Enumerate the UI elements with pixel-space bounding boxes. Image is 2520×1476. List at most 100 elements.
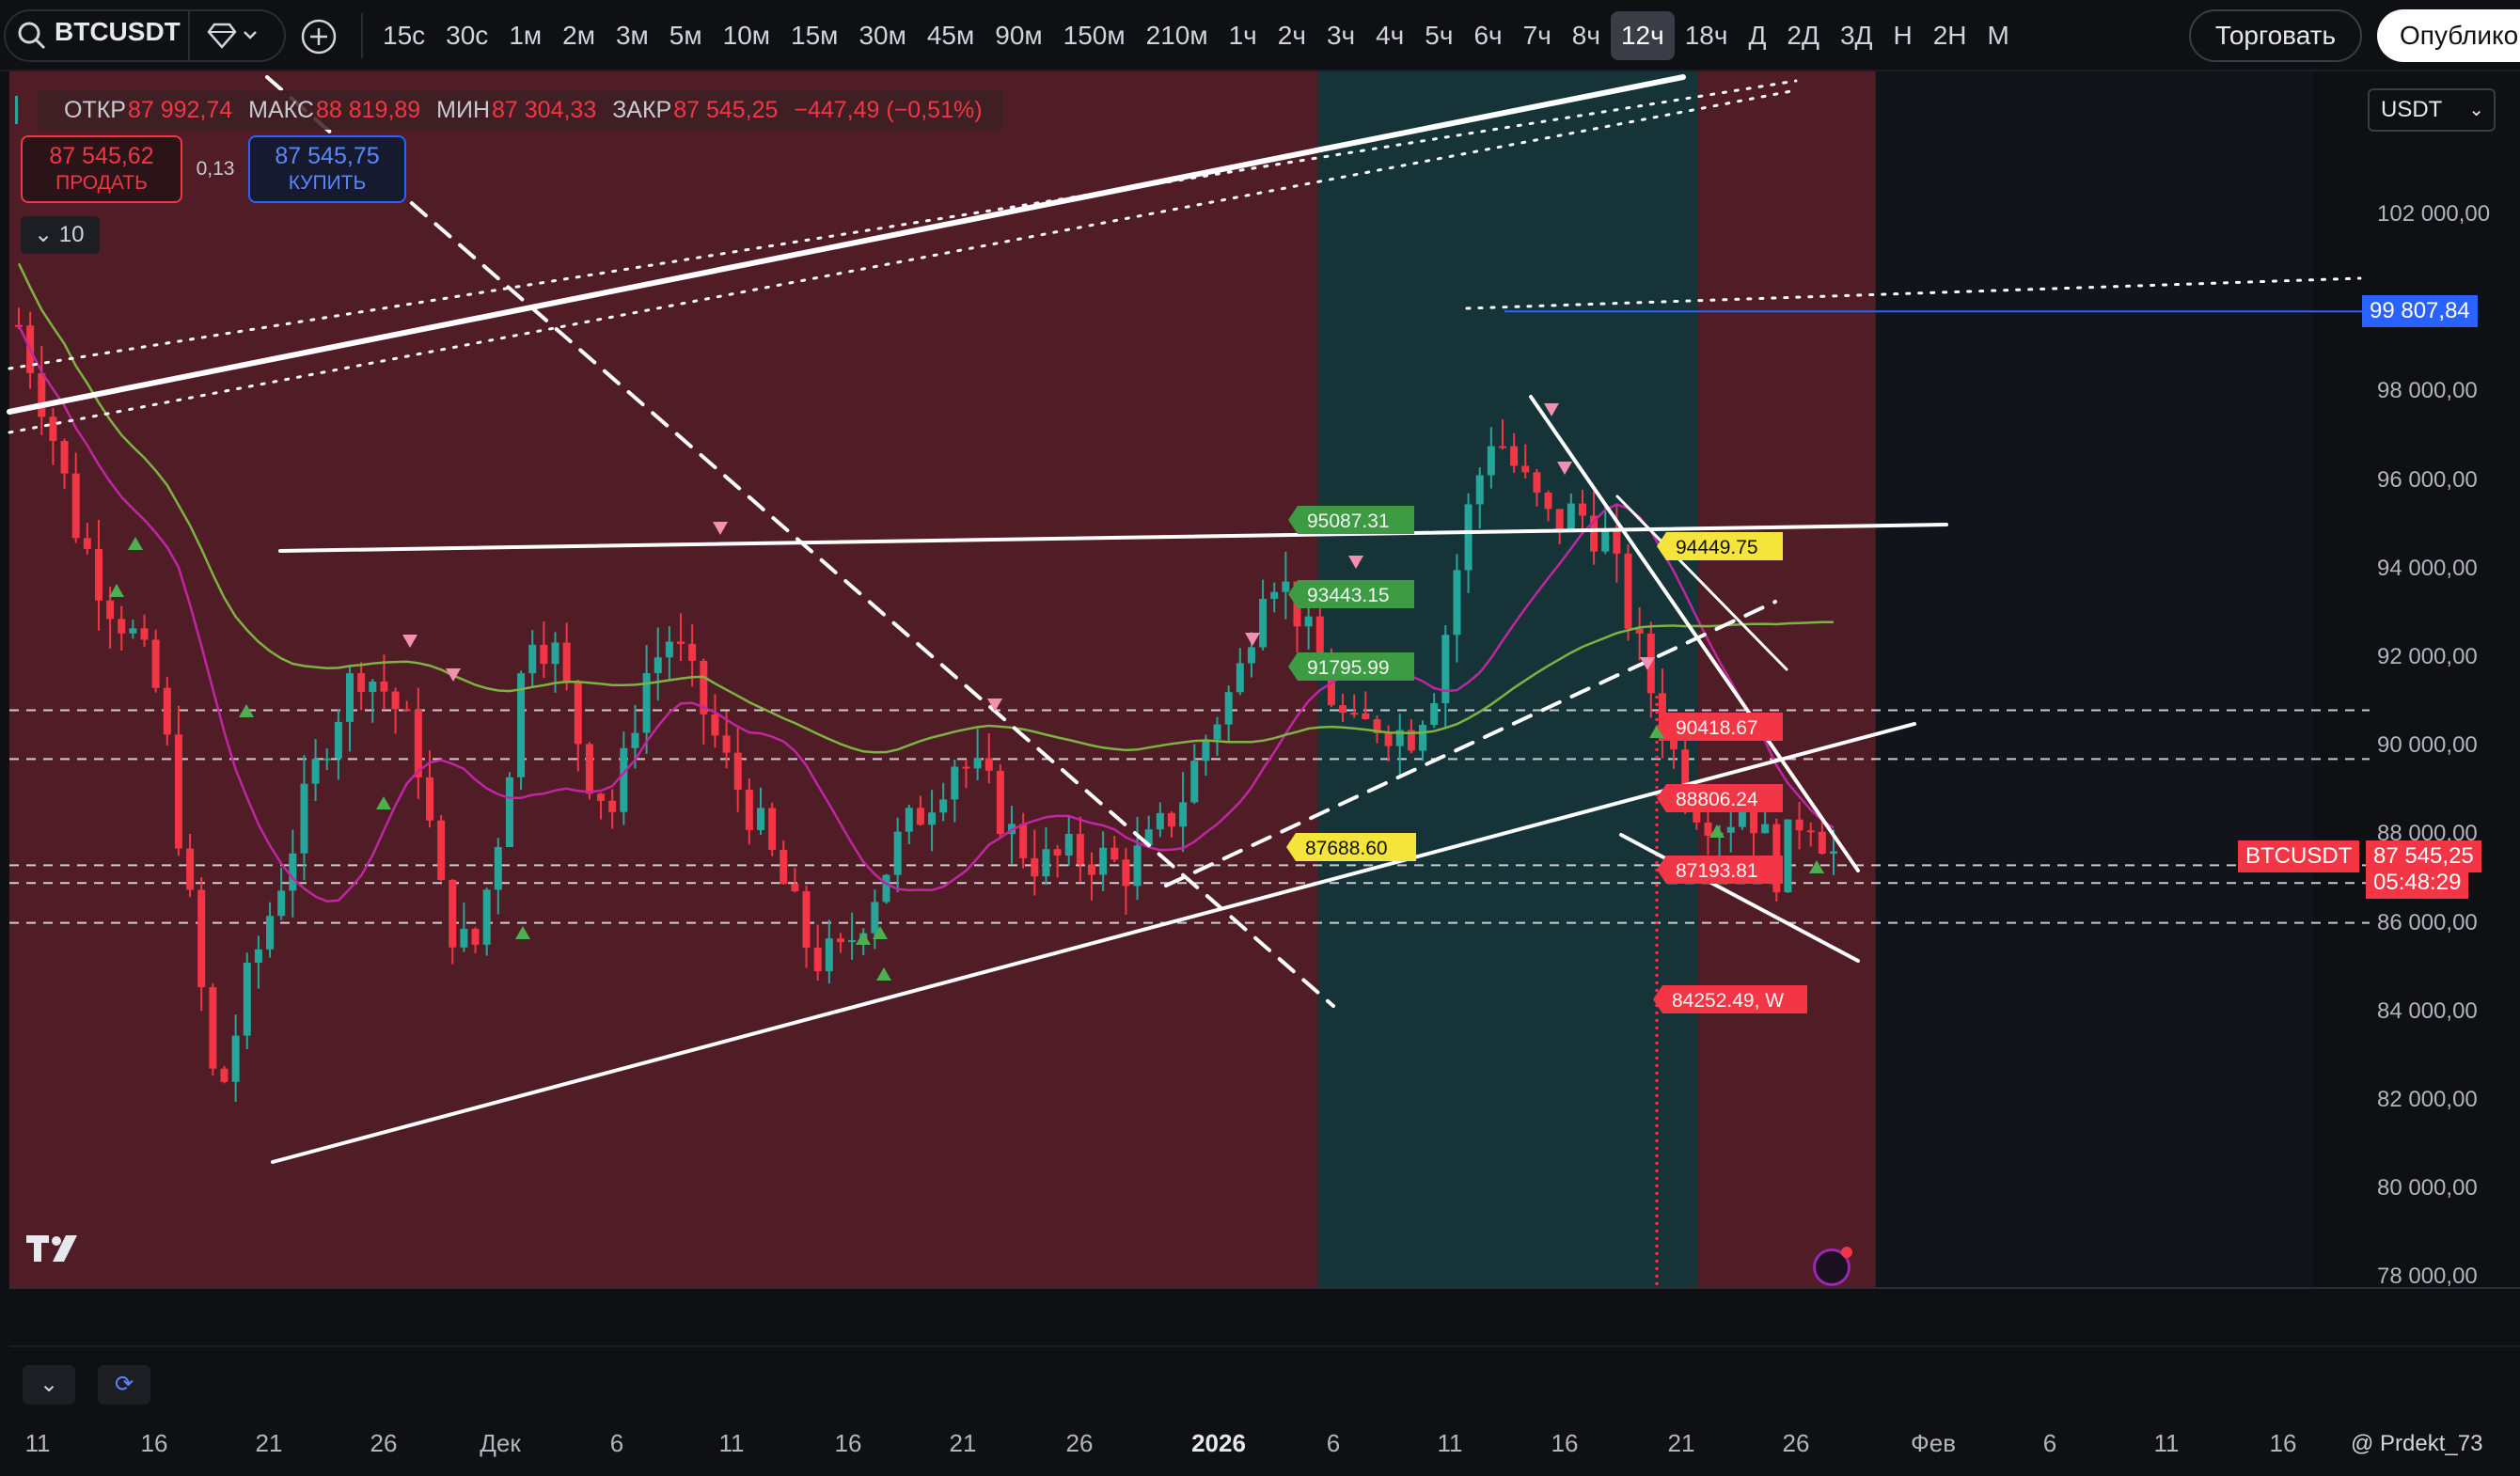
candle-body: [1704, 822, 1712, 836]
interval-0[interactable]: 15с: [383, 21, 426, 50]
interval-26[interactable]: Н: [1893, 21, 1913, 50]
candle-body: [129, 628, 137, 634]
candle-body: [163, 687, 171, 735]
sell-button[interactable]: 87 545,62 ПРОДАТЬ: [21, 135, 182, 203]
toolbar-divider: [361, 13, 363, 58]
currency-select[interactable]: USDT ⌄: [2368, 88, 2496, 132]
candle-body: [151, 639, 160, 688]
chart-price-label: 90418.67: [1657, 713, 1783, 741]
interval-8[interactable]: 30м: [858, 21, 906, 50]
interval-17[interactable]: 5ч: [1425, 21, 1454, 50]
trade-button[interactable]: Торговать: [2189, 9, 2362, 62]
signal-up-icon: [876, 967, 891, 981]
interval-7[interactable]: 15м: [791, 21, 839, 50]
candle-body: [1053, 849, 1062, 856]
indicator-collapse-button[interactable]: ⌄ 10: [21, 216, 100, 254]
candle-body: [266, 916, 275, 950]
interval-list: 15с 30с 1м 2м 3м 5м 10м 15м 30м 45м 90м 150м 210м 1ч 2…: [372, 11, 2020, 60]
interval-23[interactable]: Д: [1748, 21, 1767, 50]
chart-price-label: 87193.81: [1657, 856, 1783, 884]
candle-body: [962, 766, 970, 769]
label-background: [1657, 784, 1783, 812]
interval-5[interactable]: 5м: [669, 21, 702, 50]
interval-10[interactable]: 90м: [995, 21, 1043, 50]
alert-level-tag[interactable]: 99 807,84: [2362, 295, 2478, 327]
interval-18[interactable]: 6ч: [1473, 21, 1503, 50]
candle-body: [1282, 581, 1290, 592]
candle-body: [1464, 504, 1473, 571]
candle-body: [1202, 739, 1210, 762]
candle-body: [1167, 812, 1175, 827]
label-background: [1657, 856, 1783, 884]
interval-25[interactable]: 3Д: [1839, 21, 1873, 50]
add-symbol-icon[interactable]: [299, 17, 339, 56]
candle-body: [49, 416, 57, 442]
publish-button[interactable]: Опублико: [2377, 9, 2520, 62]
candle-body: [585, 744, 593, 794]
interval-27[interactable]: 2Н: [1932, 21, 1967, 50]
candle-body: [391, 691, 400, 710]
candle-body: [939, 799, 948, 813]
candle-body: [334, 721, 342, 759]
interval-19[interactable]: 7ч: [1522, 21, 1551, 50]
candle-body: [756, 808, 764, 830]
candle-body: [722, 735, 731, 753]
signal-down-icon: [1557, 462, 1572, 475]
signal-down-icon: [1348, 556, 1363, 569]
candle-body: [220, 1068, 228, 1082]
zone-0: [9, 71, 1318, 1288]
interval-28[interactable]: М: [1987, 21, 2009, 50]
symbol-divider: [188, 11, 190, 60]
search-icon[interactable]: [15, 19, 49, 53]
candle-body: [916, 808, 924, 825]
signal-down-icon: [713, 522, 728, 535]
symbol-name[interactable]: BTCUSDT: [55, 17, 181, 46]
time-axis-label: 16: [140, 1429, 168, 1457]
candle-body: [1190, 761, 1199, 803]
interval-9[interactable]: 45м: [926, 21, 975, 50]
interval-11[interactable]: 150м: [1063, 21, 1126, 50]
plot-background: [9, 71, 2313, 1288]
signal-up-icon: [1709, 824, 1725, 838]
candle-body: [1635, 628, 1644, 634]
interval-13[interactable]: 1ч: [1228, 21, 1257, 50]
interval-2[interactable]: 1м: [509, 21, 543, 50]
candle-body: [1122, 859, 1130, 887]
label-text: 95087.31: [1307, 510, 1390, 532]
candle-body: [323, 758, 331, 761]
author-credit: @ Prdekt_73: [2351, 1431, 2483, 1456]
interval-6[interactable]: 10м: [722, 21, 771, 50]
buy-button[interactable]: 87 545,75 КУПИТЬ: [248, 135, 406, 203]
candle-body: [1510, 446, 1519, 466]
signal-down-icon: [1544, 403, 1559, 416]
price-axis-label: 86 000,00: [2377, 909, 2478, 935]
candle-body: [768, 808, 777, 851]
interval-22[interactable]: 18ч: [1684, 21, 1728, 50]
candle-body: [174, 734, 182, 849]
collapse-panel-button[interactable]: ⌄: [23, 1365, 75, 1405]
signal-up-icon: [239, 704, 254, 717]
signal-up-icon: [128, 537, 143, 550]
symbol-search-box[interactable]: [4, 9, 286, 62]
candle-body: [1384, 733, 1393, 746]
interval-16[interactable]: 4ч: [1376, 21, 1405, 50]
price-chart[interactable]: 95087.31 93443.15 91795.99 87688.60 94449.75…: [0, 71, 2520, 1476]
interval-21[interactable]: 12ч: [1610, 11, 1675, 60]
candle-body: [574, 682, 582, 745]
interval-4[interactable]: 3м: [615, 21, 649, 50]
interval-14[interactable]: 2ч: [1277, 21, 1306, 50]
candle-body: [494, 847, 502, 890]
candle-body: [1110, 847, 1119, 860]
candle-body: [357, 673, 366, 693]
interval-24[interactable]: 2Д: [1787, 21, 1819, 50]
time-axis-label: 16: [834, 1429, 862, 1457]
interval-20[interactable]: 8ч: [1571, 21, 1600, 50]
diamond-icon[interactable]: [205, 21, 261, 51]
interval-12[interactable]: 210м: [1145, 21, 1208, 50]
interval-15[interactable]: 3ч: [1326, 21, 1356, 50]
candle-body: [1224, 692, 1233, 725]
interval-1[interactable]: 30с: [446, 21, 489, 50]
interval-3[interactable]: 2м: [562, 21, 595, 50]
sync-icon[interactable]: ⟳: [98, 1365, 150, 1405]
symbol-price-tag: BTCUSDT: [2238, 840, 2360, 872]
